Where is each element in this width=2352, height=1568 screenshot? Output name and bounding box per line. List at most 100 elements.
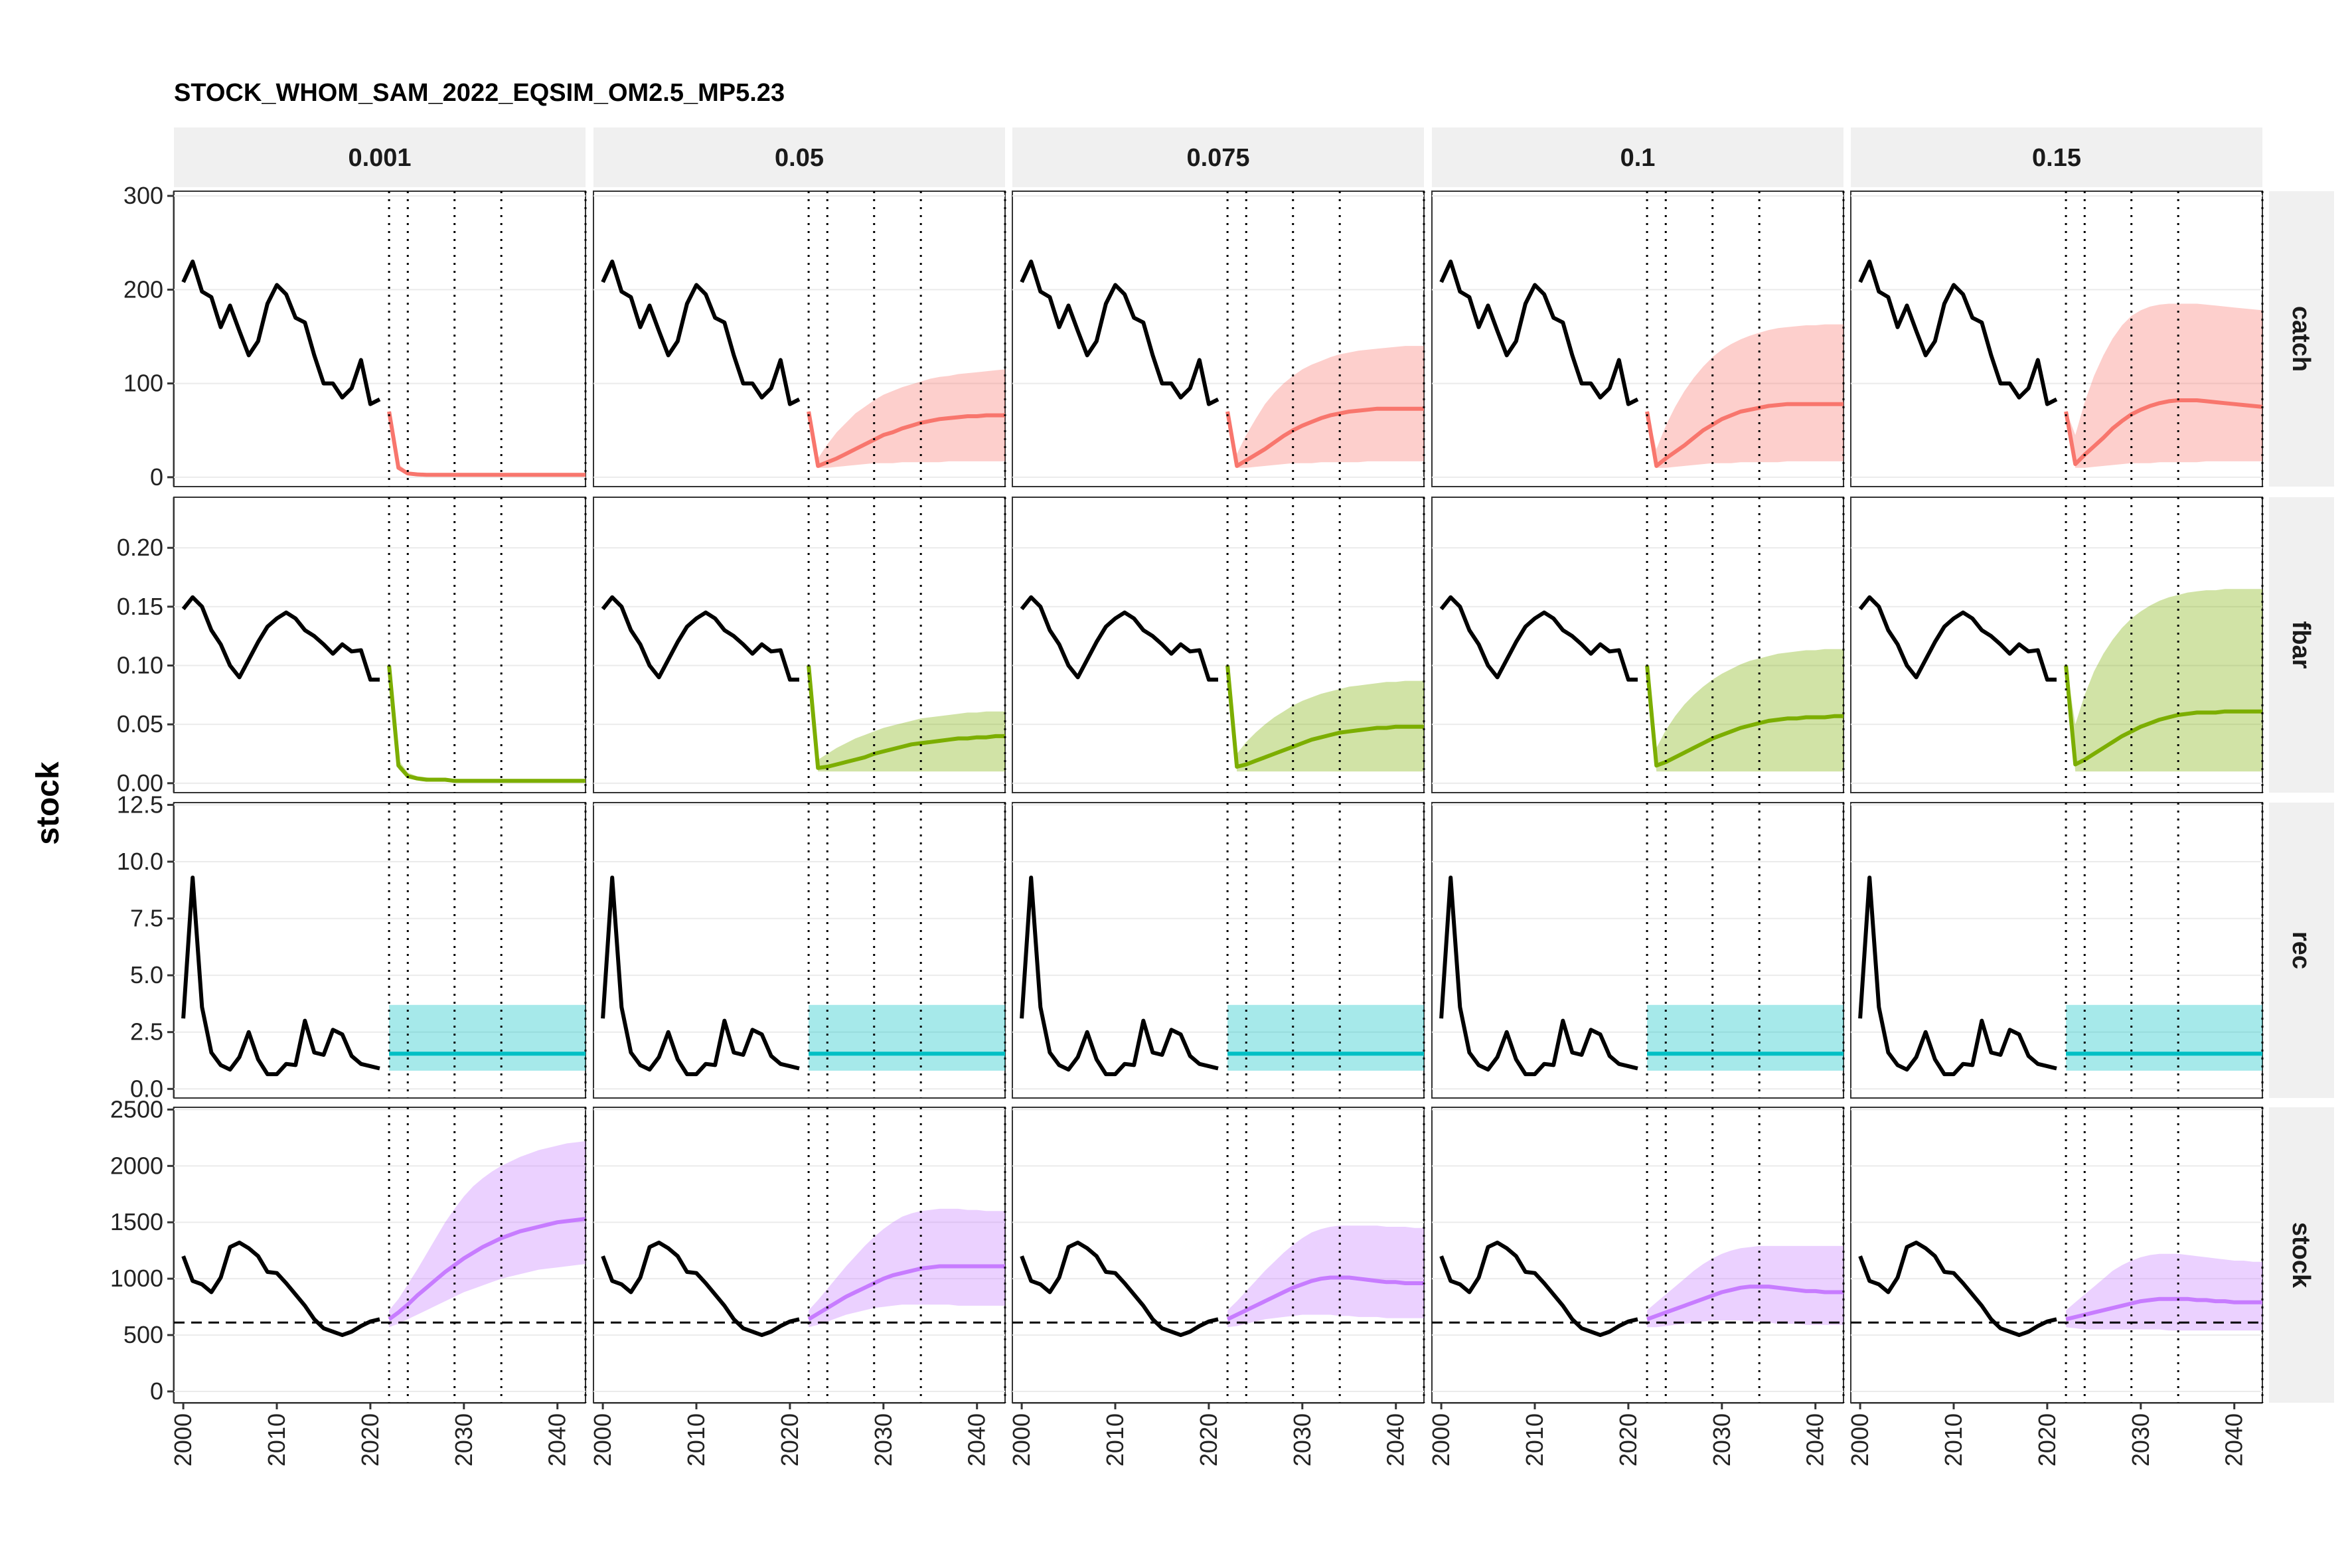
y-axis-title: stock [31, 761, 66, 845]
fbar-historical-line [1858, 595, 2057, 682]
y-tick-label: 10.0 [117, 848, 163, 875]
facet-panel [173, 802, 587, 1099]
panel-border [1012, 1107, 1425, 1403]
catch-historical-line [1020, 260, 1219, 406]
x-tick-label: 2020 [1614, 1413, 1642, 1466]
fbar-projection-median [387, 665, 586, 783]
panel-border [1431, 497, 1844, 793]
stock-historical-line [181, 1240, 380, 1338]
x-tick-label: 2010 [1521, 1413, 1548, 1466]
facet-panel [593, 497, 1006, 793]
facet-panel [1012, 802, 1425, 1099]
rec-historical-line [1858, 876, 2057, 1077]
y-tick-label: 0 [150, 1377, 163, 1405]
panel-border [593, 497, 1006, 793]
fbar-historical-line [1020, 595, 1218, 682]
y-tick-label: 0 [150, 463, 163, 491]
stock-projection-ribbon [389, 1141, 586, 1328]
x-tick-label: 2030 [1708, 1413, 1735, 1466]
facet-strip-label: catch [2287, 306, 2315, 372]
stock-historical-line [601, 1240, 800, 1338]
fbar-projection-ribbon [2066, 589, 2262, 772]
chart-title: STOCK_WHOM_SAM_2022_EQSIM_OM2.5_MP5.23 [174, 79, 785, 107]
y-tick-label: 12.5 [117, 791, 163, 818]
fbar-historical-line [1439, 595, 1638, 682]
fbar-projection-ribbon [1227, 663, 1424, 772]
x-tick-label: 2030 [450, 1413, 477, 1466]
x-tick-label: 2010 [1101, 1413, 1129, 1466]
fbar-projection-ribbon [1647, 649, 1843, 772]
panel-border [593, 1107, 1006, 1403]
y-tick-label: 0.05 [117, 710, 163, 738]
x-tick-label: 2010 [263, 1413, 290, 1466]
facet-strip [174, 127, 586, 187]
y-tick-label: 0.20 [117, 534, 163, 561]
stock-projection-median [1226, 1275, 1424, 1322]
facet-panel [1850, 497, 2264, 793]
facet-panel [1012, 1107, 1425, 1403]
catch-projection-median [387, 411, 586, 477]
catch-projection-ribbon [1227, 346, 1424, 468]
facet-panel [1431, 802, 1845, 1099]
facet-panel [1850, 191, 2264, 487]
facet-panel [1850, 802, 2264, 1099]
x-tick-label: 2030 [2127, 1413, 2154, 1466]
panel-border [1850, 497, 2263, 793]
x-tick-label: 2000 [1427, 1413, 1454, 1466]
y-tick-label: 2500 [110, 1095, 163, 1123]
catch-projection-ribbon [1647, 324, 1843, 468]
facet-strip [1012, 127, 1424, 187]
y-tick-label: 0.0 [130, 1075, 163, 1102]
catch-historical-line [1858, 260, 2058, 406]
facet-strip [2269, 803, 2334, 1098]
fbar-projection-median [2064, 665, 2262, 767]
rec-historical-line [601, 876, 800, 1077]
x-tick-label: 2040 [1802, 1413, 1829, 1466]
facet-strip-label: rec [2287, 931, 2315, 969]
facet-panel [173, 1107, 587, 1403]
facet-panel [1431, 497, 1845, 793]
x-tick-label: 2010 [682, 1413, 710, 1466]
facet-strip [2269, 497, 2334, 793]
x-tick-label: 2000 [1846, 1413, 1873, 1466]
y-tick-label: 0.10 [117, 652, 163, 679]
facet-panels: 0.001 0.05 0.075 0.1 0.15 catch fbar rec stock 0 1… [110, 127, 2334, 1466]
stock-historical-line [1439, 1240, 1638, 1338]
facet-panel [593, 191, 1006, 487]
facet-panel [1431, 1107, 1845, 1403]
facet-panel [173, 497, 587, 793]
facet-strip-label: 0.001 [348, 144, 411, 172]
rec-projection-ribbon [1227, 1004, 1424, 1071]
panel-border [1012, 497, 1425, 793]
facet-strip-label: 0.075 [1186, 144, 1249, 172]
facet-strip-label: 0.15 [2032, 144, 2081, 172]
y-tick-label: 1500 [110, 1208, 163, 1235]
y-tick-label: 0.00 [117, 769, 163, 797]
x-tick-label: 2000 [589, 1413, 616, 1466]
rec-historical-line [1439, 876, 1638, 1077]
panel-border [173, 191, 586, 487]
stock-projection-ribbon [809, 1208, 1005, 1328]
catch-projection-median [807, 411, 1005, 468]
x-tick-label: 2020 [356, 1413, 384, 1466]
stock-projection-median [807, 1264, 1005, 1321]
panel-border [1431, 1107, 1844, 1403]
y-tick-label: 5.0 [130, 961, 163, 988]
facet-strip [593, 127, 1005, 187]
fbar-projection-median [1645, 665, 1843, 768]
y-tick-label: 200 [123, 275, 163, 303]
fbar-historical-line [601, 595, 799, 682]
y-tick-label: 7.5 [130, 905, 163, 932]
y-tick-label: 0.15 [117, 593, 163, 620]
x-tick-label: 2010 [1940, 1413, 1967, 1466]
facet-strip [1851, 127, 2262, 187]
x-tick-label: 2020 [2033, 1413, 2061, 1466]
x-tick-label: 2030 [1289, 1413, 1316, 1466]
fbar-projection-ribbon [809, 663, 1005, 772]
panel-border [173, 1107, 586, 1403]
facet-strip-label: fbar [2287, 621, 2315, 669]
rec-historical-line [181, 876, 380, 1077]
panel-border [1850, 1107, 2263, 1403]
catch-historical-line [601, 260, 801, 406]
